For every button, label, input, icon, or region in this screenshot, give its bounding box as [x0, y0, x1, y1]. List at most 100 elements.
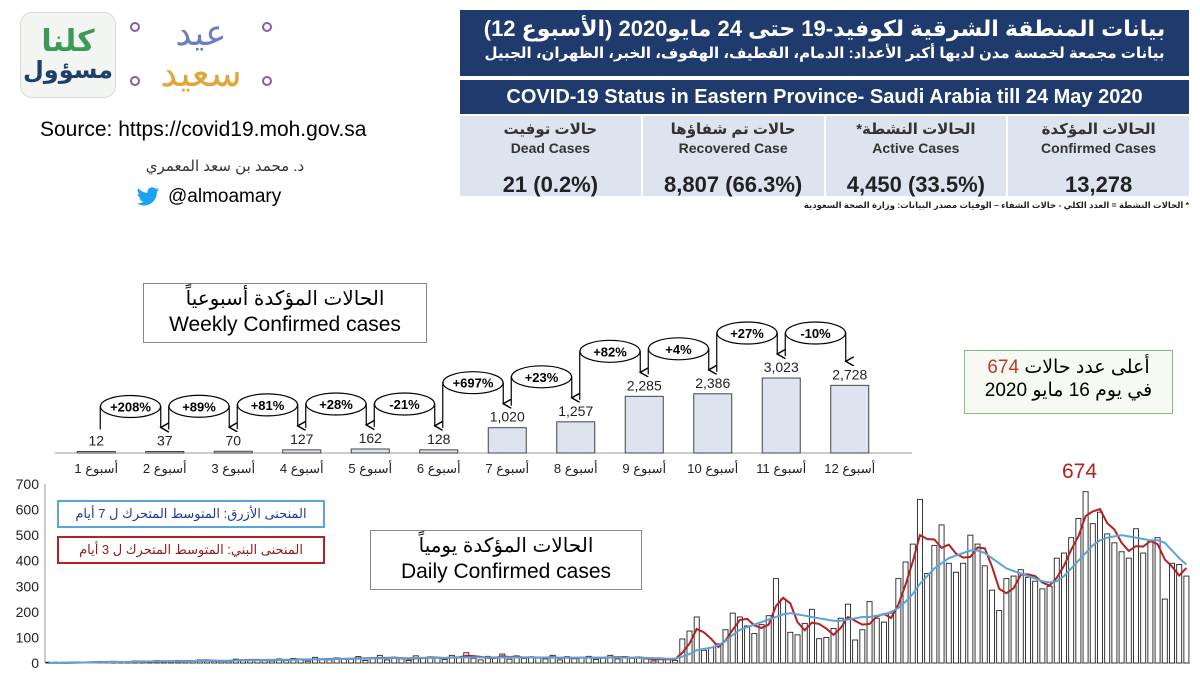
daily-bar [1118, 551, 1125, 664]
weekly-category-label: أسبوع 4 [280, 460, 324, 477]
daily-7day-average-line [48, 534, 1188, 664]
weekly-bar [145, 451, 185, 454]
weekly-bar-label: 2,386 [695, 375, 730, 391]
daily-bar [751, 633, 758, 664]
daily-bar [1183, 575, 1190, 664]
daily-bar [873, 617, 880, 664]
weekly-title-en: Weekly Confirmed cases [169, 313, 401, 336]
daily-bar [902, 561, 909, 664]
weekly-bar [693, 393, 733, 454]
weekly-category-label: أسبوع 10 [687, 460, 738, 477]
daily-bar [484, 655, 491, 664]
header-subtitle-ar: بيانات مجمعة لخمسة مدن لديها أكبر الأعدا… [484, 45, 1165, 62]
daily-bar [398, 658, 405, 664]
daily-bar [499, 653, 506, 664]
weekly-change-label: -21% [389, 397, 420, 412]
weekly-change-label: +27% [730, 326, 764, 341]
ornament-icon [262, 22, 272, 32]
weekly-category-label: أسبوع 8 [554, 460, 598, 477]
daily-chart-title-box: الحالات المؤكدة يومياً Daily Confirmed c… [370, 530, 642, 590]
daily-bar [348, 658, 355, 664]
weekly-change-label: +208% [110, 400, 151, 415]
stat-value: 4,450 (33.5%) [846, 172, 985, 197]
daily-bar [996, 610, 1003, 664]
footnote: * الحالات النشطة = العدد الكلي - حالات ا… [803, 200, 1189, 210]
daily-bar [859, 629, 866, 664]
weekly-title-ar: الحالات المؤكدة أسبوعياً [185, 288, 385, 310]
kulna-logo-line2: مسؤول [22, 57, 114, 84]
daily-bar [362, 659, 369, 664]
legend-7day-moving-average: المنحنى الأزرق: المتوسط المتحرك ل 7 أيام [57, 500, 325, 528]
daily-bar [924, 573, 931, 664]
stat-dead: حالات توفيت Dead Cases 21 (0.2%) [460, 116, 641, 197]
weekly-bar-label: 162 [359, 430, 383, 446]
daily-y-tick-label: 700 [16, 478, 40, 492]
daily-bar [909, 543, 916, 664]
daily-bar [801, 622, 808, 664]
daily-bar [1017, 569, 1024, 664]
daily-bar [715, 643, 722, 664]
weekly-change-bubble [373, 392, 436, 416]
daily-bar [1025, 576, 1031, 664]
daily-bar [960, 562, 967, 664]
daily-bar [808, 608, 815, 664]
weekly-category-label: أسبوع 5 [348, 460, 392, 477]
daily-bar [333, 657, 340, 664]
daily-bar [758, 624, 765, 664]
daily-bar [844, 603, 851, 664]
ornament-icon [130, 76, 140, 86]
daily-bar [852, 639, 859, 664]
daily-bar [974, 543, 981, 664]
weekly-change-bubble [647, 337, 710, 361]
stat-label-en: Recovered Case [678, 140, 788, 156]
daily-title-en: Daily Confirmed cases [400, 560, 612, 583]
stat-label-ar: حالات توفيت [503, 121, 598, 138]
stat-label-en: Dead Cases [510, 140, 591, 156]
daily-y-tick-label: 600 [16, 502, 40, 518]
daily-bar [268, 660, 275, 664]
weekly-bar [213, 450, 253, 454]
daily-bar [614, 658, 621, 664]
weekly-bar-label: 37 [157, 433, 173, 449]
weekly-bar [76, 451, 116, 454]
weekly-category-label: أسبوع 12 [824, 460, 875, 477]
weekly-change-label: +81% [251, 398, 285, 413]
daily-bar [945, 562, 952, 664]
weekly-category-label: أسبوع 9 [622, 460, 666, 477]
kulna-logo-line1: كلنا [41, 25, 95, 58]
daily-bar [729, 612, 736, 664]
weekly-change-label: +4% [665, 342, 692, 357]
weekly-change-label: +28% [319, 397, 353, 412]
daily-bar [938, 524, 945, 664]
daily-bar [470, 657, 477, 664]
weekly-change-bubble [168, 394, 230, 418]
weekly-bar [487, 427, 527, 454]
daily-bar [736, 616, 743, 664]
daily-bar [405, 659, 412, 664]
daily-chart: 0 100 200 300 400 500 600 700 [16, 478, 1190, 671]
weekly-bar-label: 3,023 [764, 359, 799, 375]
header-title-en: COVID-19 Status in Eastern Province- Sau… [460, 80, 1189, 114]
stat-value: 8,807 (66.3%) [664, 172, 803, 197]
weekly-change-bubble [99, 394, 162, 419]
weekly-bar-label: 1,257 [558, 403, 593, 419]
weekly-change-bubble [716, 321, 778, 345]
weekly-category-label: أسبوع 7 [485, 460, 529, 477]
twitter-handle-row[interactable]: @almoamary [136, 186, 281, 208]
weekly-bar-label: 70 [225, 432, 241, 448]
daily-bar [1010, 575, 1017, 664]
daily-bar [628, 657, 635, 664]
daily-y-tick-label: 300 [16, 578, 40, 594]
daily-bar [1053, 557, 1060, 664]
daily-bar [1147, 541, 1154, 664]
weekly-change-bubble [579, 339, 641, 363]
header-arabic-panel: بيانات المنطقة الشرقية لكوفيد-19 حتى 24 … [460, 10, 1189, 76]
peak-prefix: أعلى عدد حالات [1024, 357, 1150, 378]
daily-bar [816, 638, 823, 664]
daily-bar [672, 659, 679, 664]
daily-bar [744, 625, 751, 664]
daily-bar [1089, 523, 1096, 664]
weekly-chart-title-box: الحالات المؤكدة أسبوعياً Weekly Confirme… [143, 283, 427, 343]
daily-y-tick-label: 400 [16, 553, 40, 569]
header-title-ar: بيانات المنطقة الشرقية لكوفيد-19 حتى 24 … [483, 16, 1166, 41]
